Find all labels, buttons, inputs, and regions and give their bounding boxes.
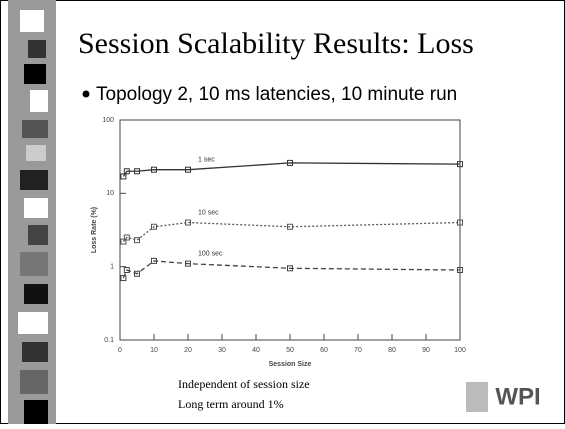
series-line: [122, 260, 461, 279]
bullet-text: Topology 2, 10 ms latencies, 10 minute r…: [96, 84, 457, 105]
x-tick-label: 20: [184, 347, 192, 354]
point-marker: [457, 267, 463, 274]
x-tick-label: 10: [150, 347, 158, 354]
x-tick-label: 0: [118, 347, 122, 354]
y-tick-label: 10: [106, 190, 114, 197]
point-marker: [120, 173, 127, 180]
y-tick-label: 100: [102, 117, 114, 124]
side-stripe: [8, 0, 56, 424]
point-marker: [123, 234, 130, 241]
point-marker: [185, 219, 191, 226]
point-marker: [120, 238, 127, 245]
series-label: 100 sec: [198, 250, 223, 257]
point-marker: [151, 223, 157, 230]
series-label: 1 sec: [198, 157, 215, 164]
x-tick-label: 80: [388, 347, 396, 354]
point-marker: [287, 159, 293, 166]
logo: WPI: [466, 382, 541, 412]
x-tick-label: 100: [454, 347, 466, 354]
logo-text: WPI: [495, 383, 540, 410]
point-marker: [151, 166, 157, 173]
x-tick-label: 90: [422, 347, 430, 354]
x-tick-label: 50: [286, 347, 294, 354]
point-marker: [287, 223, 293, 230]
y-axis-label: Loss Rate (%): [91, 207, 98, 253]
point-marker: [185, 260, 191, 267]
x-tick-label: 60: [320, 347, 328, 354]
point-marker: [120, 275, 127, 282]
note: Long term around 1%: [178, 397, 284, 411]
point-marker: [134, 270, 140, 277]
x-tick-label: 30: [218, 347, 226, 354]
point-marker: [185, 166, 191, 173]
series-label: 10 sec: [198, 209, 219, 216]
point-marker: [123, 168, 130, 175]
point-marker: [123, 267, 130, 274]
point-marker: [287, 265, 293, 272]
y-tick-label: 0.1: [104, 337, 114, 344]
bullet-dot: [82, 90, 90, 98]
point-marker: [457, 219, 463, 226]
y-tick-label: 1: [110, 264, 114, 271]
point-marker: [134, 237, 140, 244]
point-marker: [151, 257, 157, 264]
series-line: [122, 221, 461, 242]
x-axis-label: Session Size: [269, 361, 312, 368]
point-marker: [457, 161, 463, 168]
point-marker: [134, 168, 140, 175]
note: Independent of session size: [178, 377, 310, 391]
x-tick-label: 70: [354, 347, 362, 354]
series-line: [122, 162, 461, 177]
x-tick-label: 40: [252, 347, 260, 354]
slide-title: Session Scalability Results: Loss: [78, 27, 474, 60]
